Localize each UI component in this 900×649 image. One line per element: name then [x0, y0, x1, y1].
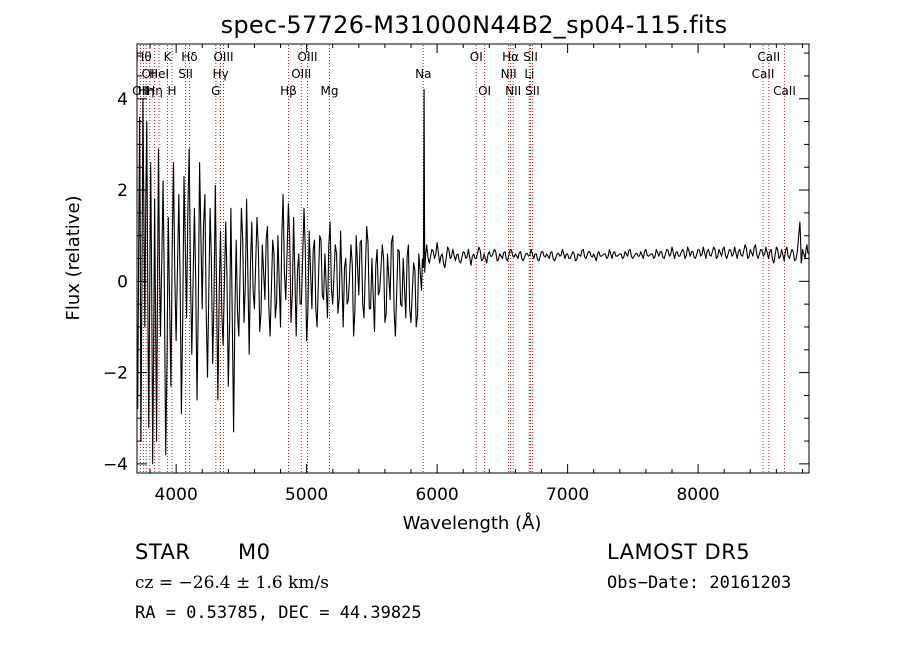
line-label: SII [525, 84, 540, 98]
y-tick-label: 0 [117, 272, 128, 292]
line-label: Hγ [212, 67, 228, 81]
line-label: HeI [149, 67, 169, 81]
y-tick-label: 4 [117, 90, 128, 110]
observation-date: Obs−Date: 20161203 [607, 573, 792, 593]
redshift-velocity: cz = −26.4 ± 1.6 km/s [135, 573, 329, 593]
y-tick-label: −4 [103, 455, 128, 475]
y-tick-label: −2 [103, 364, 128, 384]
chart-title: spec-57726-M31000N44B2_sp04-115.fits [221, 11, 728, 39]
survey-name: LAMOST DR5 [607, 540, 751, 564]
x-tick-label: 7000 [546, 485, 589, 505]
line-label: CaII [773, 84, 796, 98]
line-label: Li [524, 67, 534, 81]
x-axis-ticks: 4000 5000 6000 7000 8000 [149, 44, 803, 505]
line-label: G [211, 84, 220, 98]
line-label: OIII [291, 67, 311, 81]
line-label: Hβ [280, 84, 297, 98]
y-tick-label: 2 [117, 181, 128, 201]
line-label: Hα [502, 50, 519, 64]
line-label: OI [478, 84, 491, 98]
x-tick-label: 5000 [285, 485, 328, 505]
y-axis-ticks: −4 −2 0 2 4 [103, 52, 809, 475]
line-label: OII [132, 84, 149, 98]
line-label: Hδ [181, 50, 197, 64]
line-label: OII [142, 67, 159, 81]
line-label: OIII [298, 50, 318, 64]
line-label: SII [523, 50, 538, 64]
line-label: Hθ [135, 50, 151, 64]
line-label: SII [178, 67, 193, 81]
x-tick-label: 4000 [155, 485, 198, 505]
coordinates: RA = 0.53785, DEC = 44.39825 [135, 603, 422, 623]
y-axis-label: Flux (relative) [63, 195, 84, 320]
object-class: STAR [135, 540, 191, 564]
line-label: Na [415, 67, 431, 81]
spectral-line-labels: OIIHθHηOIIHηHeIKHSIIHδGHγOIIIHβOIIIOIIIM… [132, 50, 796, 98]
spectrum-line [137, 89, 809, 465]
x-axis-label: Wavelength (Å) [403, 512, 542, 534]
line-label: NII [501, 67, 517, 81]
line-label: Mg [320, 84, 338, 98]
line-label: Hη [138, 84, 155, 98]
line-label: K [164, 50, 173, 64]
line-label: H [167, 84, 176, 98]
plot-frame [136, 43, 810, 474]
line-label: CaII [752, 67, 775, 81]
line-label: Hη [146, 84, 163, 98]
x-tick-label: 8000 [676, 485, 719, 505]
line-label: CaII [757, 50, 780, 64]
object-subclass: M0 [238, 540, 271, 564]
line-label: OIII [213, 50, 233, 64]
line-label: OI [470, 50, 483, 64]
x-tick-label: 6000 [415, 485, 458, 505]
line-label: NII [505, 84, 521, 98]
